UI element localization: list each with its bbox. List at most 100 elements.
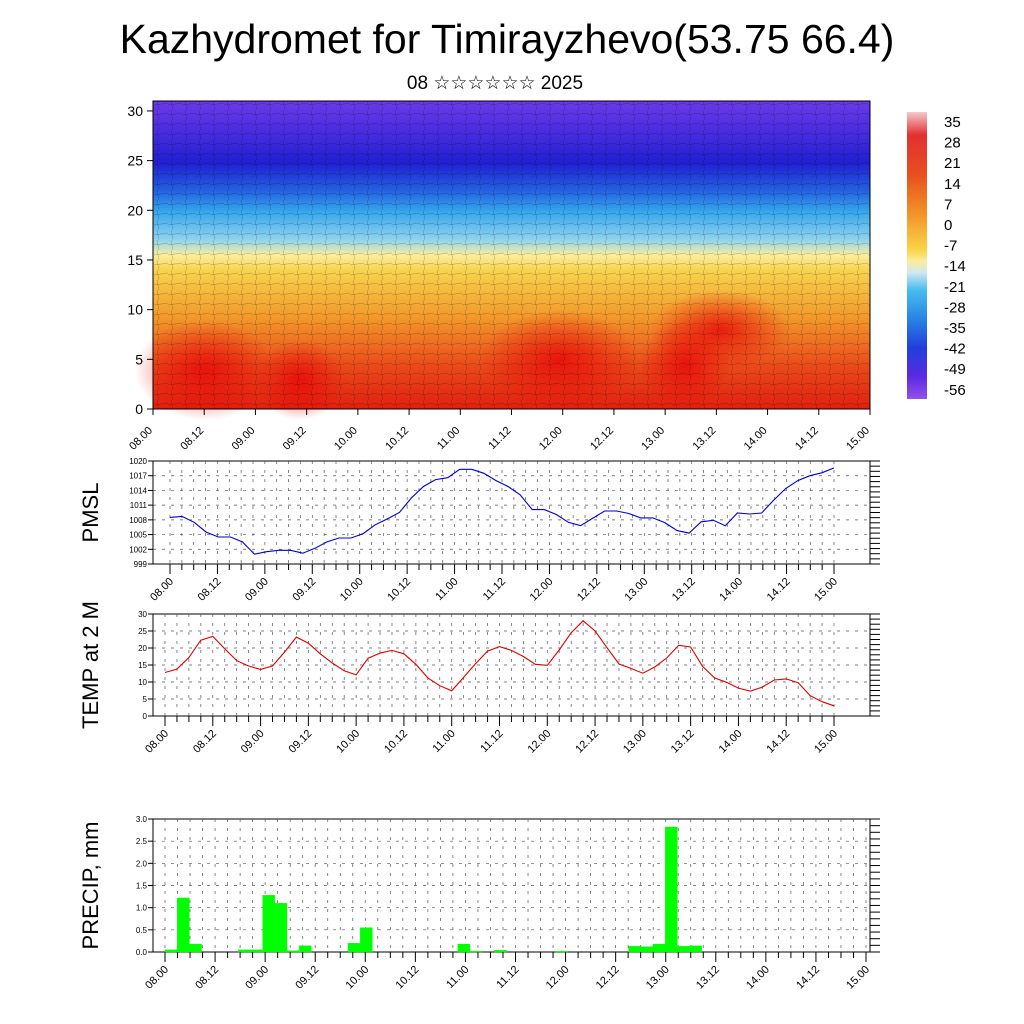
x-tick-label: 11.12 (478, 728, 505, 755)
x-tick-label: 14.00 (717, 728, 745, 756)
precip-bar (238, 949, 251, 953)
x-tick-label: 15.00 (844, 964, 872, 992)
x-tick-label: 11.12 (486, 425, 513, 452)
panel-frame (152, 460, 871, 565)
y-tick-label: 1002 (129, 545, 147, 554)
precip-bar (555, 950, 568, 953)
x-tick-label: 14.00 (744, 964, 772, 992)
x-tick-label: 08.00 (143, 728, 171, 756)
panel-frame (152, 818, 871, 953)
x-tick-label: 10.12 (382, 728, 410, 756)
x-tick-label: 10.00 (343, 964, 371, 992)
y-tick-label: 1017 (129, 472, 147, 481)
x-tick-label: 13.00 (644, 964, 672, 992)
x-tick-label: 14.12 (794, 964, 822, 992)
x-tick-label: 09.00 (243, 964, 271, 992)
x-tick-label: 14.00 (717, 576, 745, 604)
x-tick-label: 10.00 (338, 576, 366, 604)
colorbar-label: 7 (944, 196, 952, 213)
x-tick-label: 08.12 (178, 425, 206, 453)
x-tick-label: 10.00 (334, 728, 362, 756)
x-tick-label: 12.12 (594, 964, 622, 992)
series-line (169, 467, 835, 555)
y-tick-label: 5 (135, 351, 143, 367)
x-tick-label: 10.12 (394, 964, 422, 992)
y-tick-label: 0.0 (136, 948, 148, 957)
y-tick-label: 999 (134, 560, 148, 569)
x-tick-label: 09.12 (293, 964, 321, 992)
x-tick-label: 08.00 (127, 425, 155, 453)
x-tick-label: 13.12 (670, 576, 698, 604)
x-tick-label: 13.00 (639, 425, 667, 453)
precip-bar (189, 943, 202, 953)
x-tick-label: 09.00 (230, 425, 258, 453)
x-tick-label: 12.12 (588, 425, 616, 453)
precip-bar (640, 946, 654, 953)
y-tick-label: 3.0 (136, 815, 148, 824)
precip-bar (469, 950, 483, 953)
x-tick-label: 12.12 (575, 576, 603, 604)
y-tick-label: 1020 (129, 457, 147, 466)
x-tick-label: 10.12 (385, 576, 413, 604)
y-tick-label: 25 (138, 627, 147, 636)
y-tick-label: 25 (127, 153, 143, 169)
x-tick-label: 08.00 (148, 576, 176, 604)
precip-bar (286, 950, 300, 953)
x-tick-label: 12.12 (573, 728, 601, 756)
x-tick-label: 11.00 (444, 964, 471, 991)
colorbar-label: 35 (944, 114, 961, 131)
y-tick-label: 15 (138, 661, 147, 670)
y-tick-label: 30 (127, 103, 143, 119)
precip-bar (299, 945, 312, 953)
precip-bar (689, 945, 702, 953)
colorbar-label: -21 (944, 279, 966, 296)
colorbar-label: -42 (944, 341, 966, 358)
y-axis-title: PMSL (78, 483, 103, 543)
y-tick-label: 20 (127, 202, 143, 218)
precip-bar (677, 946, 690, 953)
precip-bar (177, 897, 190, 953)
x-tick-label: 14.12 (765, 576, 793, 604)
x-tick-label: 15.00 (812, 728, 840, 756)
x-tick-label: 13.00 (621, 728, 649, 756)
x-tick-label: 09.12 (287, 728, 315, 756)
y-tick-label: 5 (143, 695, 148, 704)
y-tick-label: 1.5 (136, 882, 148, 891)
x-tick-label: 10.12 (383, 425, 411, 453)
x-tick-label: 14.00 (742, 425, 770, 453)
x-tick-label: 14.12 (764, 728, 792, 756)
precip-bar (652, 943, 666, 953)
x-tick-label: 12.00 (537, 425, 565, 453)
y-tick-label: 10 (127, 302, 143, 318)
x-tick-label: 13.12 (694, 964, 722, 992)
x-tick-label: 10.00 (332, 425, 360, 453)
x-tick-label: 11.00 (430, 728, 457, 755)
x-tick-label: 13.00 (622, 576, 650, 604)
precip-bar (360, 927, 373, 953)
x-tick-label: 08.12 (193, 964, 221, 992)
x-tick-label: 09.12 (290, 576, 318, 604)
colorbar-label: -7 (944, 238, 957, 255)
precip-bar (494, 950, 507, 953)
precip-bar (250, 949, 263, 953)
x-tick-label: 11.00 (435, 425, 462, 452)
y-tick-label: 0 (143, 712, 148, 721)
y-tick-label: 1014 (129, 486, 147, 495)
y-tick-label: 1008 (129, 516, 147, 525)
colorbar-label: -35 (944, 320, 966, 337)
x-tick-label: 15.00 (812, 576, 840, 604)
x-tick-label: 08.00 (143, 964, 171, 992)
y-axis-title: PRECIP, mm (78, 822, 103, 950)
colorbar-label: -56 (944, 382, 966, 399)
colorbar (907, 112, 927, 399)
y-tick-label: 1011 (130, 501, 148, 510)
colorbar-label: 14 (944, 176, 961, 193)
precip-bar (347, 942, 361, 953)
colorbar-label: 21 (944, 155, 961, 172)
y-tick-label: 0 (135, 401, 143, 417)
x-tick-label: 12.00 (528, 576, 556, 604)
chart-title: Kazhydromet for Timirayzhevo(53.75 66.4) (119, 16, 895, 62)
wind-vector-overlay (153, 101, 870, 409)
precip-bar (665, 826, 678, 953)
